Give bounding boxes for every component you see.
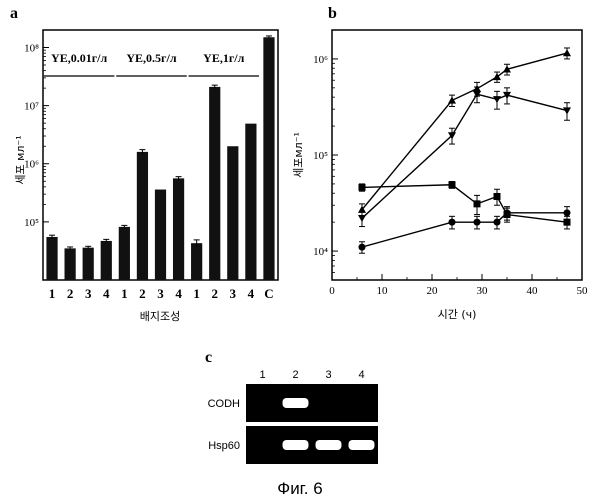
- point-circle: [564, 209, 571, 216]
- bar: [101, 241, 112, 280]
- x-category-label: 4: [248, 286, 255, 301]
- bar: [137, 152, 148, 280]
- chart-panel-b: 세포мл⁻¹ 시간 (ч) 10⁴ 10⁵ 10⁶ 0 10 20 30 40 50: [292, 30, 588, 321]
- x-category-label: 1: [193, 286, 200, 301]
- x-category-label: 1: [49, 286, 56, 301]
- x-tick-label-b: 10: [377, 285, 389, 297]
- x-category-label: 3: [85, 286, 92, 301]
- x-tick-label-b: 0: [329, 285, 335, 297]
- gel-band: [349, 440, 375, 450]
- x-tick-label-b: 40: [527, 285, 539, 297]
- bar: [227, 146, 238, 280]
- x-tick-label-b: 30: [477, 285, 489, 297]
- y-tick-label-b: 10⁴: [313, 246, 328, 258]
- point-triangle-down: [358, 215, 366, 222]
- point-square: [494, 193, 501, 200]
- x-tick-label-b: 50: [577, 285, 589, 297]
- y-axis-label-b: 세포мл⁻¹: [292, 132, 305, 178]
- x-tick-label-b: 20: [427, 285, 439, 297]
- point-circle: [474, 219, 481, 226]
- group-label: YE,0.5г/л: [126, 51, 176, 65]
- panel-letter-a: a: [10, 5, 18, 22]
- bar: [191, 243, 202, 280]
- figure-caption: Фиг. 6: [277, 479, 322, 498]
- gel-lane-label: 1: [259, 369, 265, 381]
- x-category-label: 2: [67, 286, 74, 301]
- bar: [119, 227, 130, 280]
- point-circle: [359, 244, 366, 251]
- y-tick-label-a: 10⁷: [24, 101, 39, 113]
- series-line: [362, 94, 567, 218]
- point-circle: [504, 209, 511, 216]
- x-category-label: 2: [211, 286, 218, 301]
- x-category-label: 3: [157, 286, 164, 301]
- x-category-label: C: [264, 286, 273, 301]
- x-category-label: 2: [139, 286, 146, 301]
- bar: [263, 37, 274, 280]
- gel-band: [283, 440, 309, 450]
- y-tick-label-a: 10⁸: [24, 42, 39, 54]
- point-square: [449, 181, 456, 188]
- group-label: YE,1г/л: [203, 51, 244, 65]
- group-label: YE,0.01г/л: [51, 51, 107, 65]
- panel-letter-b: b: [328, 5, 337, 22]
- chart-panel-a: 세포 мл⁻¹ 배지조성 10⁵10⁶10⁷10⁸123412341234CYE…: [14, 30, 278, 323]
- bar: [65, 248, 76, 280]
- y-tick-label-b: 10⁶: [313, 54, 328, 66]
- bar: [83, 248, 94, 280]
- gel-strip: [246, 384, 378, 422]
- point-triangle-up: [448, 96, 456, 103]
- bar: [173, 178, 184, 280]
- y-tick-label-b: 10⁵: [313, 150, 328, 162]
- gel-lane-label: 2: [292, 369, 298, 381]
- y-tick-label-a: 10⁶: [24, 159, 39, 171]
- x-category-label: 3: [230, 286, 237, 301]
- point-triangle-up: [563, 49, 571, 56]
- gel-panel-c: 1 2 3 4 CODH Hsp60: [208, 369, 378, 464]
- bar: [245, 124, 256, 280]
- gel-row-label: CODH: [208, 398, 240, 410]
- gel-lane-label: 3: [325, 369, 331, 381]
- point-square: [474, 200, 481, 207]
- bar: [155, 190, 166, 280]
- point-triangle-down: [563, 107, 571, 114]
- x-category-label: 4: [103, 286, 110, 301]
- gel-band: [283, 398, 309, 408]
- gel-band: [316, 440, 342, 450]
- point-square: [359, 184, 366, 191]
- point-circle: [494, 219, 501, 226]
- gel-row-label: Hsp60: [208, 440, 240, 452]
- plot-frame-b: [332, 30, 582, 280]
- panel-letter-c: c: [205, 349, 212, 366]
- bar: [209, 87, 220, 280]
- gel-lane-label: 4: [358, 369, 364, 381]
- point-circle: [449, 219, 456, 226]
- x-category-label: 4: [175, 286, 182, 301]
- x-axis-label-a: 배지조성: [140, 310, 180, 323]
- x-category-label: 1: [121, 286, 128, 301]
- y-tick-label-a: 10⁵: [24, 217, 39, 229]
- point-triangle-down: [493, 96, 501, 103]
- bar: [46, 237, 57, 280]
- x-axis-label-b: 시간 (ч): [438, 308, 477, 321]
